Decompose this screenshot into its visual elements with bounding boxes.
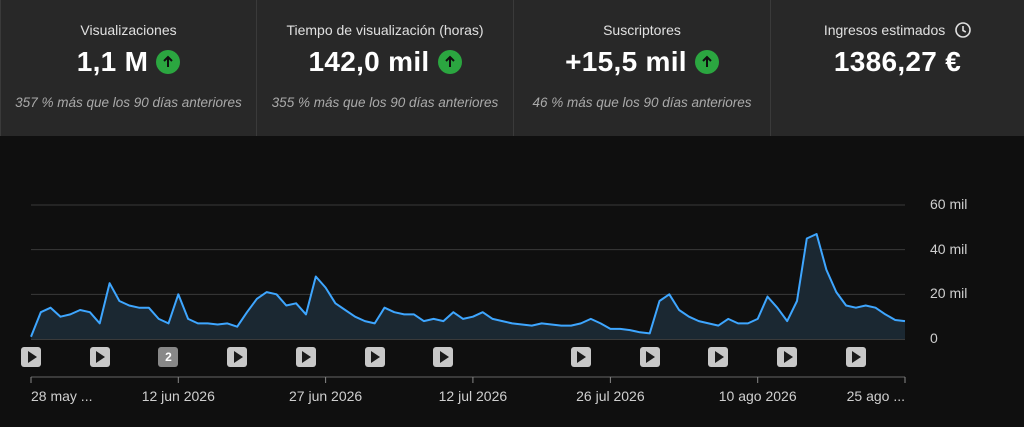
y-tick-label: 0 [930, 330, 938, 346]
metric-card-revenue[interactable]: Ingresos estimados 1386,27 € [770, 0, 1024, 136]
y-tick-label: 20 mil [930, 285, 968, 302]
metric-comparison: 355 % más que los 90 días anteriores [271, 95, 499, 110]
x-tick-label: 28 may ... [31, 388, 93, 404]
metric-label: Ingresos estimados [823, 22, 946, 38]
metric-card-views[interactable]: Visualizaciones 1,1 M 357 % más que los … [0, 0, 256, 136]
x-tick-label: 27 jun 2026 [289, 388, 363, 404]
metric-label: Visualizaciones [80, 22, 177, 38]
arrow-up-icon [156, 50, 181, 74]
play-icon [783, 351, 793, 363]
x-tick-label: 12 jun 2026 [141, 388, 215, 404]
video-marker-play-icon[interactable] [227, 347, 248, 367]
arrow-up-icon [694, 50, 719, 74]
video-marker-play-icon[interactable] [570, 347, 591, 367]
series-area [31, 234, 905, 339]
video-marker-play-icon[interactable] [433, 347, 454, 367]
play-icon [852, 351, 862, 363]
play-icon [302, 351, 312, 363]
play-icon [439, 351, 449, 363]
video-marker-play-icon[interactable] [777, 347, 798, 367]
metric-comparison: 46 % más que los 90 días anteriores [532, 95, 752, 110]
play-icon [27, 351, 37, 363]
metric-card-subscribers[interactable]: Suscriptores +15,5 mil 46 % más que los … [513, 0, 770, 136]
video-marker-play-icon[interactable] [845, 347, 866, 367]
metric-value: 142,0 mil [308, 46, 430, 77]
metric-card-watch-time[interactable]: Tiempo de visualización (horas) 142,0 mi… [256, 0, 513, 136]
views-chart: 60 mil 40 mil 20 mil 0 28 may ... 12 jun 202… [0, 136, 1024, 427]
clock-icon [955, 22, 971, 38]
play-icon [646, 351, 656, 363]
play-icon [371, 351, 381, 363]
y-tick-label: 60 mil [930, 196, 968, 212]
metric-label: Suscriptores [603, 22, 681, 38]
metric-label: Tiempo de visualización (horas) [286, 22, 484, 38]
video-marker-play-icon[interactable] [639, 347, 660, 367]
chart-svg [30, 204, 906, 383]
video-marker-play-icon[interactable] [364, 347, 385, 367]
play-icon [233, 351, 243, 363]
video-marker-play-icon[interactable] [21, 347, 41, 367]
x-tick-label: 26 jul 2026 [576, 388, 645, 404]
play-icon [714, 351, 724, 363]
metric-value: 1,1 M [76, 46, 149, 77]
metric-value: +15,5 mil [565, 46, 687, 77]
play-icon [96, 351, 106, 363]
series-line[interactable] [30, 233, 906, 338]
x-tick-label: 25 ago ... [846, 388, 905, 404]
video-count-marker[interactable]: 2 [158, 347, 179, 367]
video-marker-play-icon[interactable] [89, 347, 110, 367]
x-tick-label: 10 ago 2026 [718, 388, 797, 404]
x-tick-label: 12 jul 2026 [438, 388, 508, 404]
metric-comparison: 357 % más que los 90 días anteriores [15, 95, 242, 110]
metric-cards: Visualizaciones 1,1 M 357 % más que los … [0, 0, 1024, 136]
y-tick-label: 40 mil [930, 240, 968, 257]
metric-value: 1386,27 € [833, 46, 962, 77]
play-icon [577, 351, 587, 363]
video-marker-play-icon[interactable] [708, 347, 729, 367]
video-marker-play-icon[interactable] [295, 347, 316, 367]
arrow-up-icon [437, 50, 462, 74]
